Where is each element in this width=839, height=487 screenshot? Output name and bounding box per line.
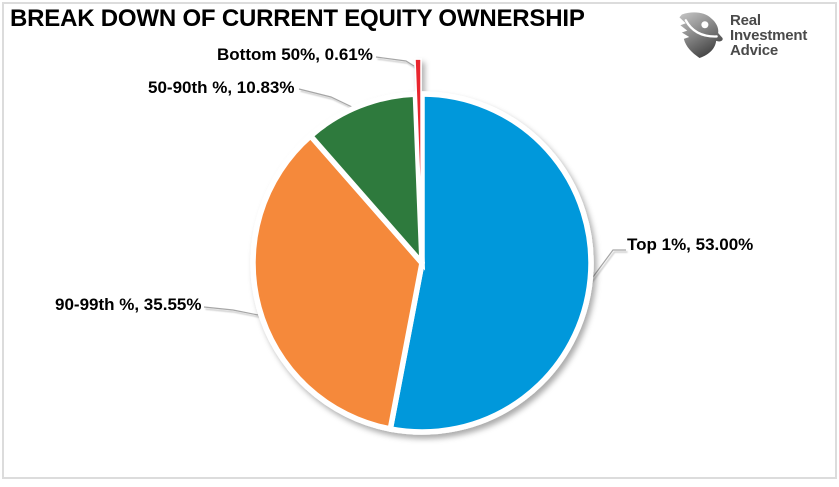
leader-line-top-1: [589, 249, 626, 282]
leader-line-90-99th: [203, 306, 259, 316]
brand-logo: Real Investment Advice: [676, 11, 807, 59]
leader-line-50-90th: [298, 88, 353, 108]
logo-line-3: Advice: [730, 41, 778, 59]
logo-line-2: Investment: [730, 26, 808, 44]
pie-slice-50-90th: [306, 91, 426, 271]
pie-slice-90-99th: [250, 132, 425, 433]
pie-slices: [250, 58, 594, 435]
slice-label-50-90th: 50-90th %, 10.83%: [148, 78, 295, 97]
slice-label-90-99th: 90-99th %, 35.55%: [55, 295, 202, 314]
chart-title: BREAK DOWN OF CURRENT EQUITY OWNERSHIP: [10, 5, 585, 32]
slice-label-bottom-50: Bottom 50%, 0.61%: [217, 45, 373, 64]
leader-line-bottom-50: [375, 56, 415, 67]
pie-slice-top-1: [387, 91, 594, 435]
brand-logo-text: Real Investment Advice: [730, 13, 807, 58]
slice-label-top-1: Top 1%, 53.00%: [627, 235, 754, 254]
logo-line-1: Real: [730, 11, 761, 29]
pie-slice-bottom-50: [414, 58, 422, 217]
label-leader-lines: [203, 56, 626, 316]
eagle-shield-icon: [679, 12, 723, 59]
